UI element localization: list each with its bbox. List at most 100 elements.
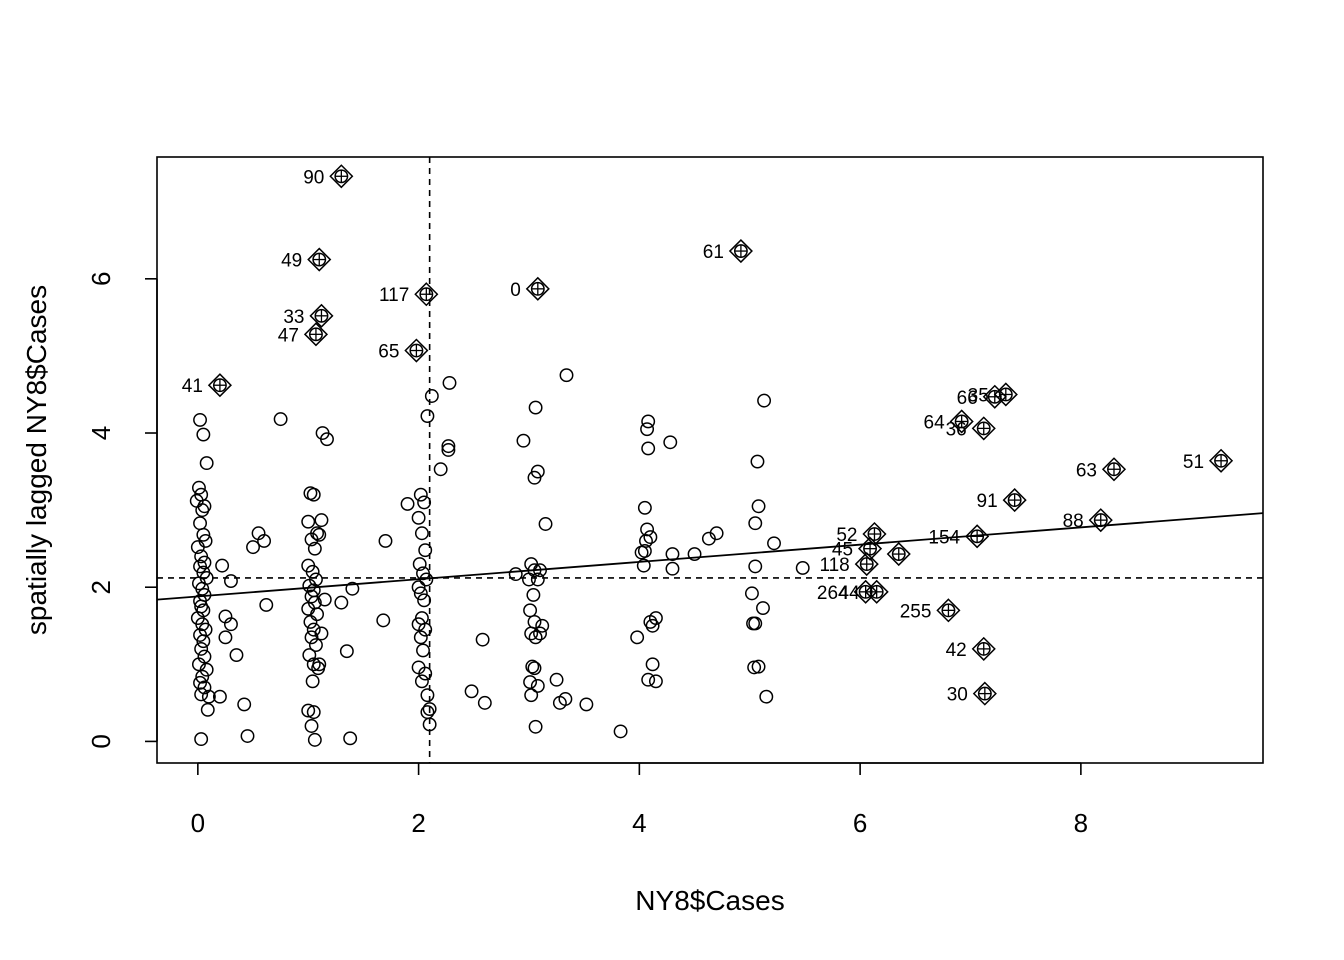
data-point bbox=[419, 572, 434, 587]
data-point bbox=[508, 567, 523, 582]
data-point bbox=[196, 527, 211, 542]
point-label: 36 bbox=[946, 419, 967, 440]
data-point bbox=[613, 724, 628, 739]
x-tick-label: 0 bbox=[191, 808, 205, 838]
influential-point bbox=[525, 276, 550, 301]
data-point bbox=[640, 522, 655, 537]
influential-point bbox=[965, 524, 990, 549]
data-point bbox=[307, 541, 322, 556]
data-point bbox=[663, 435, 678, 450]
data-point bbox=[641, 441, 656, 456]
point-label: 65 bbox=[378, 342, 399, 363]
influential-point bbox=[982, 384, 1007, 409]
point-label: 88 bbox=[1063, 511, 1084, 532]
influential-point bbox=[309, 303, 334, 328]
data-point bbox=[416, 643, 430, 658]
data-point bbox=[528, 630, 543, 645]
data-point bbox=[748, 516, 763, 531]
data-point bbox=[637, 500, 652, 515]
data-point bbox=[199, 456, 214, 471]
point-label: 91 bbox=[977, 491, 998, 512]
data-point bbox=[196, 634, 211, 649]
data-point bbox=[530, 464, 545, 479]
influential-point bbox=[936, 598, 961, 623]
data-point bbox=[199, 662, 214, 677]
data-point bbox=[530, 572, 545, 587]
data-point bbox=[400, 496, 415, 511]
data-point bbox=[191, 480, 206, 495]
data-point bbox=[757, 393, 772, 408]
data-point bbox=[559, 368, 574, 383]
data-point bbox=[339, 644, 354, 659]
point-label: 47 bbox=[278, 325, 299, 346]
influential-point bbox=[728, 239, 753, 264]
data-point bbox=[305, 674, 320, 689]
data-point bbox=[549, 672, 564, 687]
data-point bbox=[665, 547, 680, 562]
data-point bbox=[751, 659, 766, 674]
data-point bbox=[527, 661, 542, 676]
data-point bbox=[530, 678, 545, 693]
data-point bbox=[306, 487, 321, 502]
influential-point bbox=[404, 338, 429, 363]
data-point bbox=[303, 614, 318, 629]
point-label: 0 bbox=[510, 280, 521, 301]
data-point bbox=[558, 692, 573, 706]
data-point bbox=[645, 618, 660, 633]
data-point bbox=[314, 626, 329, 641]
data-point bbox=[304, 719, 319, 733]
data-point bbox=[320, 432, 334, 447]
data-point bbox=[523, 675, 538, 689]
data-point bbox=[215, 558, 230, 573]
data-point bbox=[414, 674, 429, 689]
data-point bbox=[302, 648, 317, 663]
data-point bbox=[312, 527, 327, 542]
data-point bbox=[200, 702, 215, 717]
influential-point bbox=[307, 247, 332, 272]
data-point bbox=[306, 657, 321, 672]
data-point bbox=[224, 574, 238, 588]
data-point bbox=[306, 705, 321, 720]
data-point bbox=[748, 559, 763, 574]
influential-point bbox=[1002, 488, 1027, 513]
data-point bbox=[257, 534, 272, 548]
data-point bbox=[197, 680, 212, 695]
data-point bbox=[418, 666, 433, 681]
x-tick-label: 6 bbox=[853, 808, 867, 838]
point-label: 90 bbox=[303, 167, 324, 188]
data-point bbox=[648, 611, 663, 626]
point-label: 66 bbox=[957, 388, 978, 409]
data-point bbox=[422, 717, 437, 732]
influential-point bbox=[886, 542, 911, 567]
data-point bbox=[312, 657, 327, 672]
point-label: 51 bbox=[1183, 452, 1204, 473]
point-label: 49 bbox=[281, 251, 302, 272]
data-point bbox=[422, 702, 437, 716]
data-point bbox=[528, 719, 543, 734]
data-point bbox=[212, 689, 227, 704]
data-point bbox=[643, 530, 658, 545]
data-point bbox=[420, 409, 435, 424]
x-axis: 0 2 4 6 8 bbox=[191, 762, 1088, 838]
y-axis-title: spatially lagged NY8$Cases bbox=[21, 285, 52, 635]
y-tick-label: 2 bbox=[86, 580, 116, 594]
regression-line-path bbox=[156, 512, 1264, 601]
data-point bbox=[533, 563, 547, 578]
point-label: 64 bbox=[924, 412, 946, 433]
data-point bbox=[533, 626, 547, 641]
point-label: 44 bbox=[839, 583, 861, 604]
point-label: 154 bbox=[928, 527, 960, 548]
data-point bbox=[640, 422, 655, 437]
data-point bbox=[535, 618, 550, 633]
data-points bbox=[189, 368, 810, 747]
x-axis-title: NY8$Cases bbox=[635, 885, 784, 916]
data-point bbox=[193, 412, 207, 427]
data-point bbox=[195, 503, 210, 518]
data-point bbox=[750, 454, 765, 469]
data-point bbox=[442, 375, 457, 390]
data-point bbox=[523, 603, 538, 618]
x-tick-label: 2 bbox=[411, 808, 425, 838]
data-point bbox=[201, 689, 216, 704]
